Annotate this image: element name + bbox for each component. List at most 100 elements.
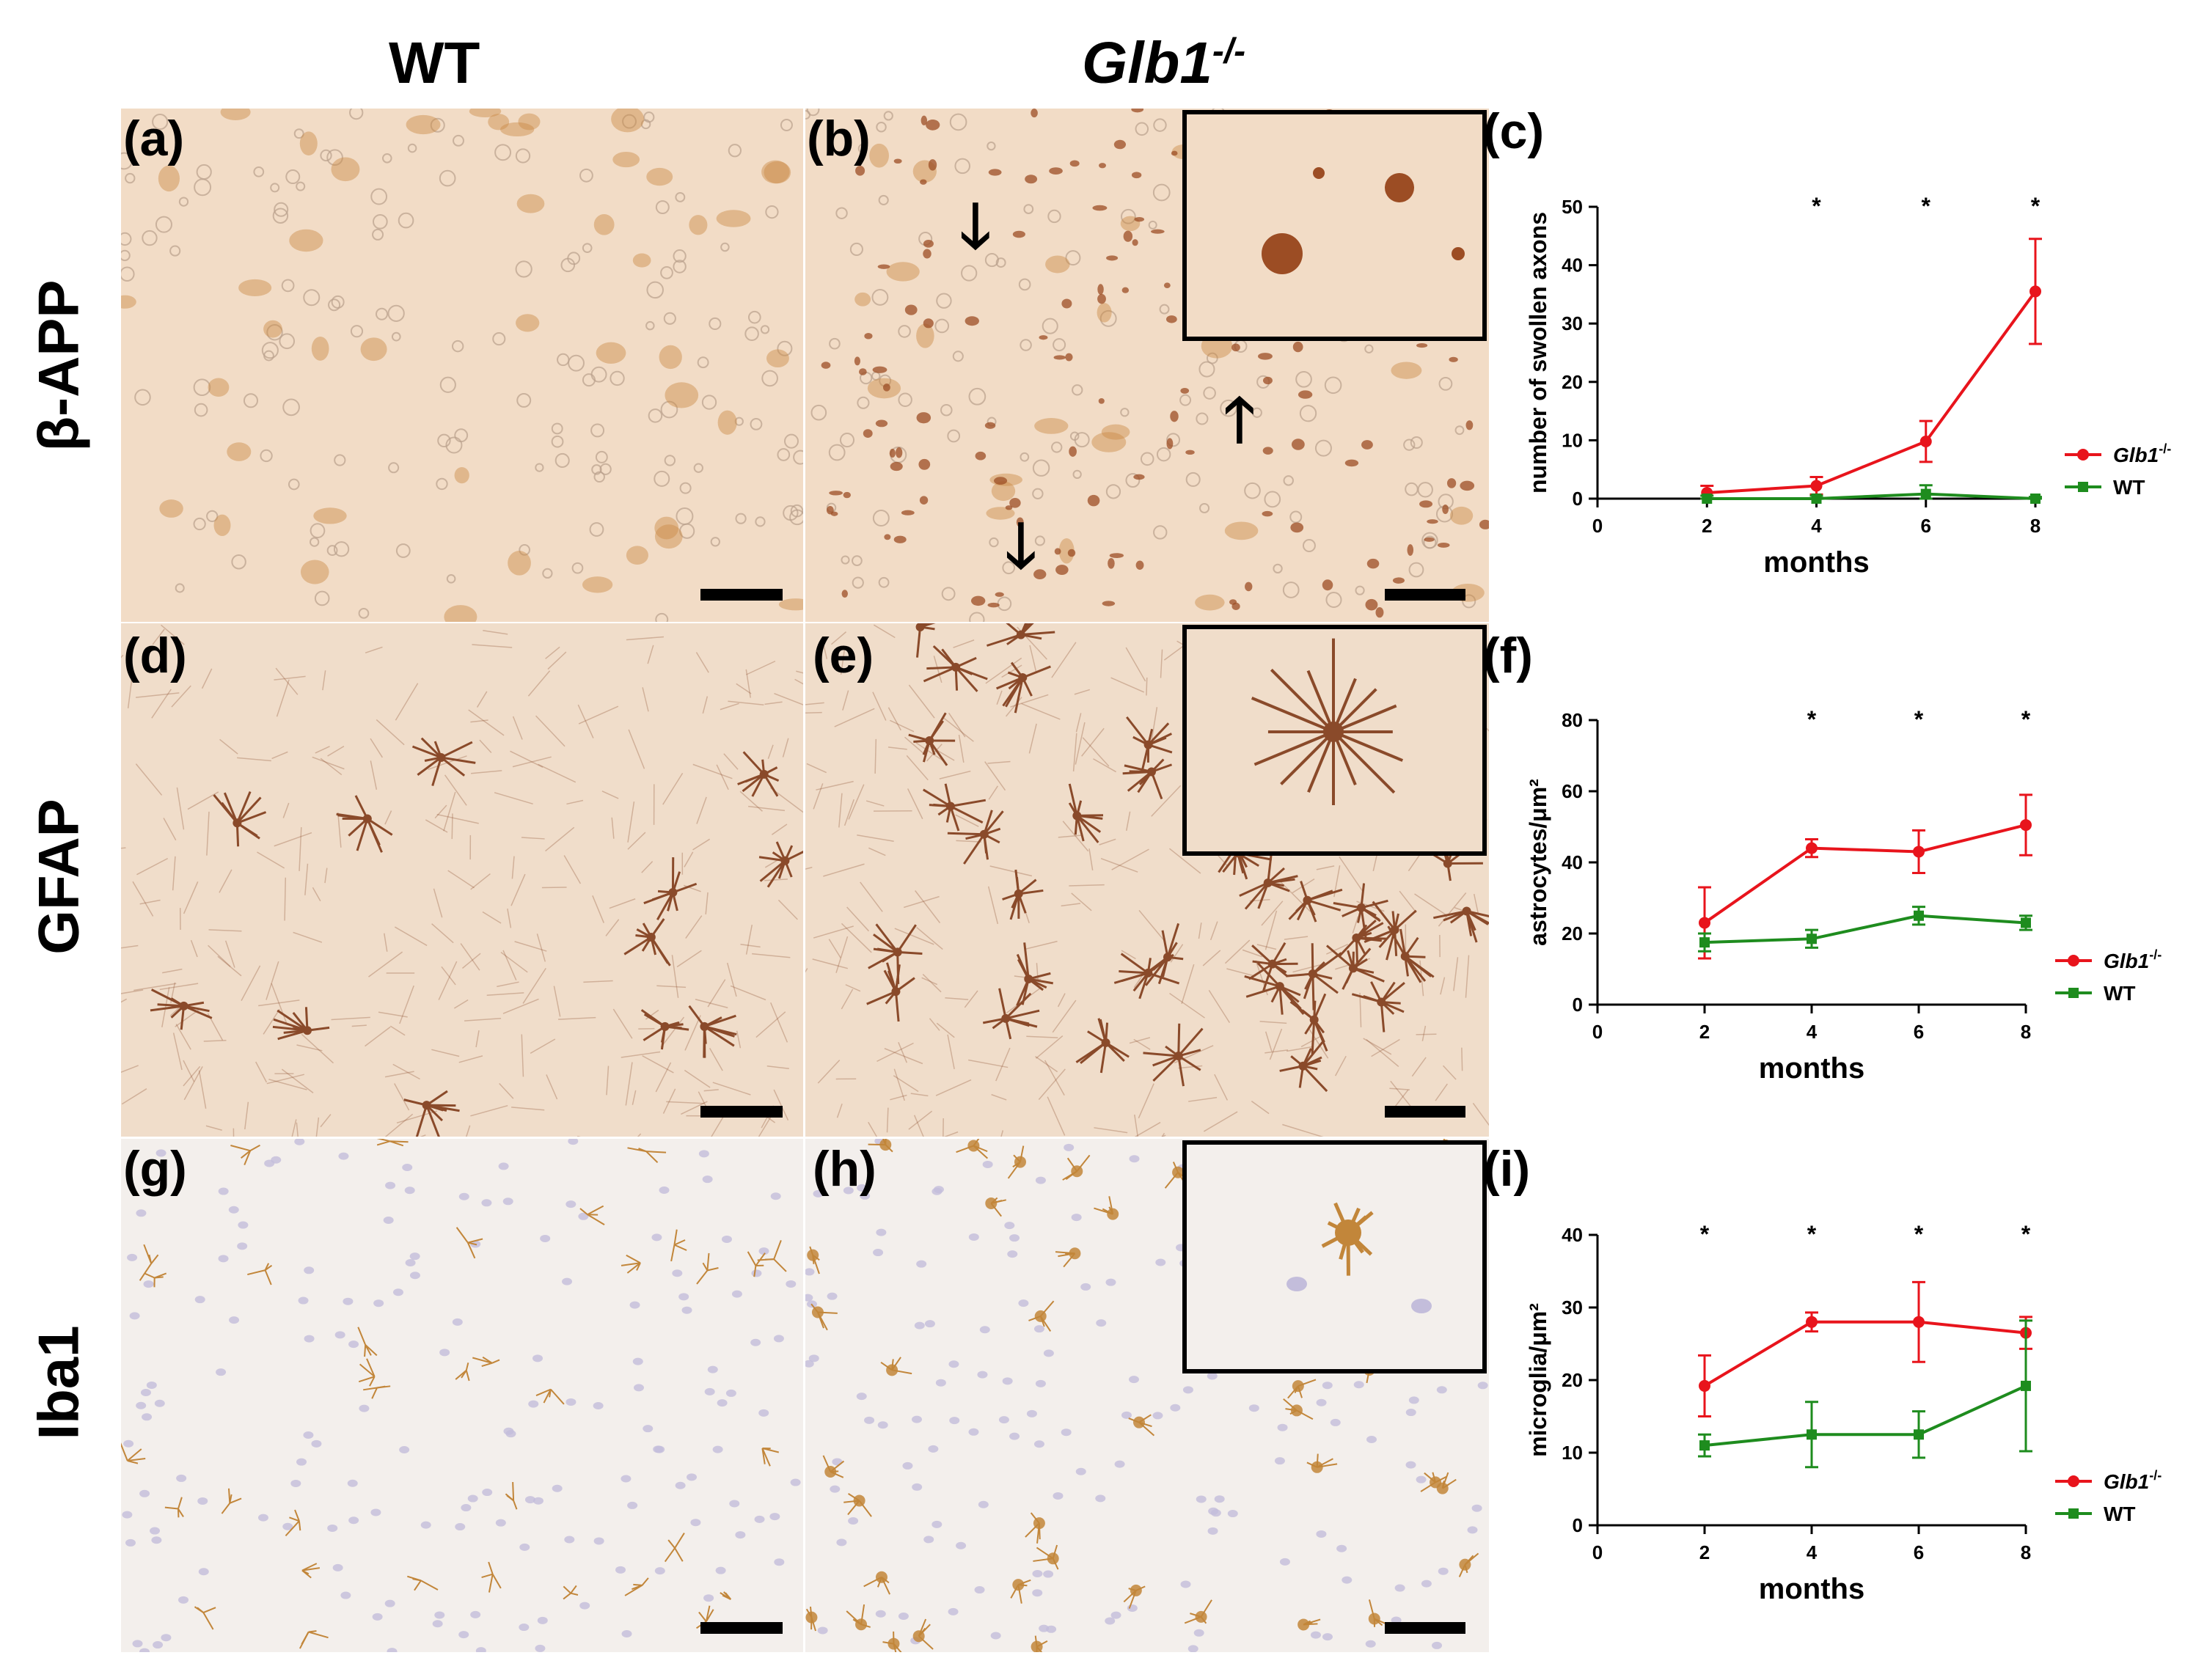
glial-fiber bbox=[1168, 848, 1201, 874]
cell-nucleus bbox=[452, 1318, 463, 1326]
astrocyte-soma bbox=[925, 736, 934, 745]
data-point bbox=[1913, 845, 1925, 858]
glial-fiber bbox=[592, 895, 604, 923]
swollen-axon bbox=[1099, 163, 1106, 169]
cell-nucleus bbox=[228, 1206, 239, 1214]
cell-nucleus bbox=[961, 265, 978, 282]
glial-fiber bbox=[908, 684, 935, 719]
glial-fiber bbox=[577, 704, 594, 738]
cell-nucleus bbox=[827, 1292, 838, 1300]
cell-nucleus bbox=[1033, 1440, 1044, 1448]
cell-nucleus bbox=[941, 587, 956, 601]
glial-fiber bbox=[845, 984, 861, 992]
microglia-process bbox=[308, 1630, 317, 1633]
cell-nucleus bbox=[1072, 469, 1082, 480]
stained-neuron bbox=[766, 349, 789, 368]
astrocyte-process bbox=[915, 626, 922, 658]
cell-nucleus bbox=[675, 1481, 686, 1489]
glial-fiber bbox=[257, 851, 285, 869]
glial-fiber bbox=[384, 1071, 414, 1078]
swollen-axon bbox=[923, 239, 934, 248]
cell-nucleus bbox=[949, 113, 967, 131]
astrocyte-soma bbox=[1275, 982, 1284, 991]
swollen-axon bbox=[1263, 376, 1273, 385]
microglia-process bbox=[366, 1358, 376, 1377]
glial-fiber bbox=[276, 679, 290, 717]
stained-neuron bbox=[689, 215, 708, 235]
glial-fiber bbox=[935, 1079, 972, 1096]
cell-nucleus bbox=[334, 454, 346, 466]
astrocyte-process bbox=[1143, 1052, 1179, 1057]
microglia bbox=[376, 1139, 409, 1147]
cell-nucleus bbox=[178, 1596, 189, 1604]
cell-nucleus bbox=[1432, 1641, 1443, 1649]
cell-nucleus bbox=[912, 1483, 923, 1491]
glial-fiber bbox=[987, 886, 999, 925]
legend-marker bbox=[2068, 955, 2079, 966]
microglia bbox=[285, 1509, 301, 1537]
microglia-process bbox=[298, 1521, 301, 1531]
glial-fiber bbox=[453, 999, 469, 1009]
cell-nucleus bbox=[151, 1536, 162, 1544]
astrocyte bbox=[923, 645, 988, 692]
cell-nucleus bbox=[376, 307, 389, 320]
x-tick-label: 8 bbox=[2021, 1021, 2031, 1043]
stained-neuron bbox=[1195, 594, 1225, 611]
cell-nucleus bbox=[347, 1479, 358, 1487]
cell-nucleus bbox=[1324, 376, 1342, 395]
glial-fiber bbox=[642, 687, 649, 712]
microglia-process bbox=[664, 1547, 676, 1563]
cell-nucleus bbox=[1061, 1428, 1072, 1437]
cell-nucleus bbox=[1064, 1143, 1075, 1151]
swollen-axon bbox=[1039, 335, 1048, 340]
y-axis-label: number of swollen axons bbox=[1525, 212, 1551, 494]
glial-fiber bbox=[494, 792, 533, 805]
astrocyte-process bbox=[1380, 982, 1405, 1003]
glial-fiber bbox=[812, 958, 849, 969]
glial-fiber bbox=[1057, 993, 1066, 1008]
glial-fiber bbox=[1264, 910, 1278, 950]
cell-nucleus bbox=[537, 1616, 548, 1624]
cell-nucleus bbox=[675, 191, 686, 202]
glial-fiber bbox=[893, 1075, 919, 1093]
glial-fiber bbox=[1269, 1028, 1283, 1060]
cell-nucleus bbox=[1074, 432, 1090, 448]
glial-fiber bbox=[1414, 893, 1448, 916]
swollen-axon bbox=[928, 159, 937, 171]
microglia-process bbox=[570, 1592, 579, 1596]
microglia-process bbox=[455, 1227, 469, 1244]
glial-fiber bbox=[764, 878, 788, 881]
swollen-axon bbox=[1258, 353, 1273, 360]
glial-fiber bbox=[681, 1101, 708, 1115]
cell-nucleus bbox=[372, 228, 384, 241]
glial-fiber bbox=[521, 837, 545, 840]
glial-fiber bbox=[183, 881, 199, 914]
cell-nucleus bbox=[326, 545, 338, 557]
cell-nucleus bbox=[1155, 1258, 1166, 1266]
cell-nucleus bbox=[1467, 1526, 1478, 1534]
swollen-axon bbox=[1292, 341, 1303, 353]
cell-nucleus bbox=[372, 213, 388, 230]
glial-fiber bbox=[337, 812, 342, 848]
cell-nucleus bbox=[582, 373, 596, 387]
cell-nucleus bbox=[562, 1277, 573, 1285]
swollen-axon bbox=[1097, 293, 1106, 304]
glial-fiber bbox=[183, 1066, 203, 1101]
swollen-axon bbox=[1460, 480, 1475, 491]
swollen-axon bbox=[1262, 510, 1273, 517]
microglia-process bbox=[229, 1494, 233, 1504]
cell-nucleus bbox=[515, 260, 532, 278]
data-point bbox=[1913, 1316, 1925, 1328]
astrocyte-process bbox=[1286, 972, 1313, 977]
glial-fiber bbox=[266, 961, 279, 1000]
cell-nucleus bbox=[453, 134, 464, 147]
cell-nucleus bbox=[632, 1357, 643, 1365]
glial-fiber bbox=[1359, 992, 1362, 1027]
cell-nucleus bbox=[690, 1519, 701, 1527]
swollen-axon bbox=[1392, 577, 1405, 584]
glial-fiber bbox=[1261, 900, 1284, 926]
microglia bbox=[843, 1493, 872, 1517]
swollen-axon bbox=[1171, 150, 1178, 156]
microglia bbox=[358, 1358, 376, 1387]
glial-fiber bbox=[1170, 944, 1184, 963]
